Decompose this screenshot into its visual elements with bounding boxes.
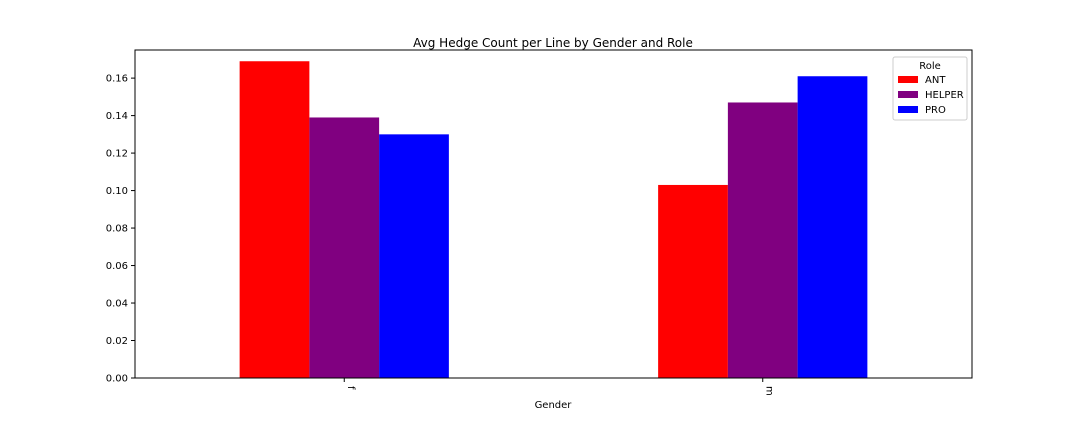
legend-box	[892, 56, 968, 121]
legend-swatch-ant	[898, 76, 918, 83]
y-tick-label: 0.16	[106, 74, 128, 85]
y-axis: 0.00 0.02 0.04 0.06 0.08 0.10 0.12 0.14 0.16	[106, 74, 135, 385]
y-tick-label: 0.02	[106, 336, 128, 347]
plot-frame	[134, 49, 973, 379]
y-tick-label: 0.08	[106, 224, 128, 235]
bars-group	[239, 61, 868, 379]
legend-title: Role	[919, 61, 941, 72]
bar-ant-f	[239, 61, 310, 378]
chart-title: Avg Hedge Count per Line by Gender and R…	[413, 36, 693, 50]
y-tick-label: 0.00	[106, 374, 128, 385]
x-axis-label: Gender	[535, 400, 573, 411]
bar-helper-m	[727, 102, 798, 378]
legend-label-pro: PRO	[925, 105, 946, 116]
legend-label-helper: HELPER	[925, 90, 964, 101]
legend-swatch-helper	[898, 91, 918, 98]
y-tick-label: 0.04	[106, 299, 128, 310]
x-tick-label: f	[345, 386, 356, 390]
y-tick-label: 0.14	[106, 111, 128, 122]
y-tick-label: 0.12	[106, 149, 128, 160]
bar-helper-f	[309, 117, 380, 378]
legend-swatch-pro	[898, 106, 918, 113]
x-tick-label: m	[763, 386, 774, 396]
bar-pro-m	[797, 76, 868, 379]
legend-label-ant: ANT	[925, 75, 946, 86]
legend: Role ANT HELPER PRO	[892, 56, 968, 121]
bar-ant-m	[658, 184, 728, 378]
y-tick-label: 0.10	[106, 186, 128, 197]
bar-pro-f	[379, 134, 449, 378]
y-tick-label: 0.06	[106, 261, 128, 272]
